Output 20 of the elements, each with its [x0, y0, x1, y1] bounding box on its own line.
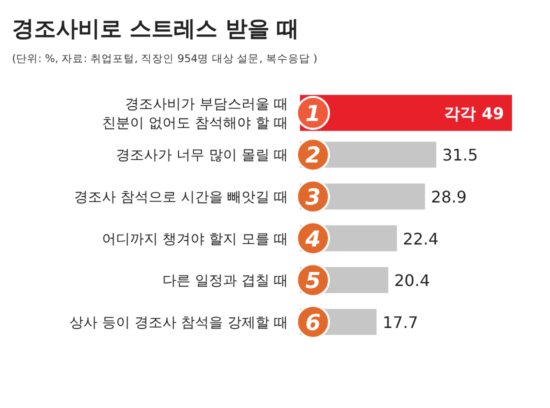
y-tick-label: 상사 등이 경조사 참석을 강제할 때 — [70, 314, 288, 331]
y-tick-label: 경조사비가 부담스러울 때 친분이 없어도 참석해야 할 때 — [102, 96, 288, 132]
y-tick-label: 경조사가 너무 많이 몰릴 때 — [116, 148, 288, 164]
annotation: 2 — [305, 144, 321, 169]
data-label: 22.4 — [402, 229, 439, 248]
chart-title: 경조사비로 스트레스 받을 때 — [12, 17, 299, 42]
data-label: 28.9 — [431, 188, 467, 206]
data-label: 20.4 — [394, 271, 430, 290]
y-tick-label: 어디까지 챙겨야 할지 모를 때 — [102, 231, 288, 248]
annotation: 3 — [305, 186, 321, 210]
annotation: 5 — [305, 269, 321, 294]
text: (단위: %, 자료: 취업포털, 직장인 954명 대상 설문, 복수응답 ) — [12, 53, 318, 65]
y-tick-label: 경조사 참석으로 시간을 빼앗길 때 — [74, 190, 288, 206]
y-tick-label: 다른 일정과 겹칠 때 — [162, 273, 288, 290]
annotation: 4 — [304, 227, 321, 252]
data-label: 각각 49 — [444, 104, 504, 123]
annotation: 6 — [305, 310, 321, 336]
data-label: 17.7 — [382, 312, 418, 332]
annotation: 1 — [305, 102, 321, 127]
data-label: 31.5 — [442, 146, 478, 165]
